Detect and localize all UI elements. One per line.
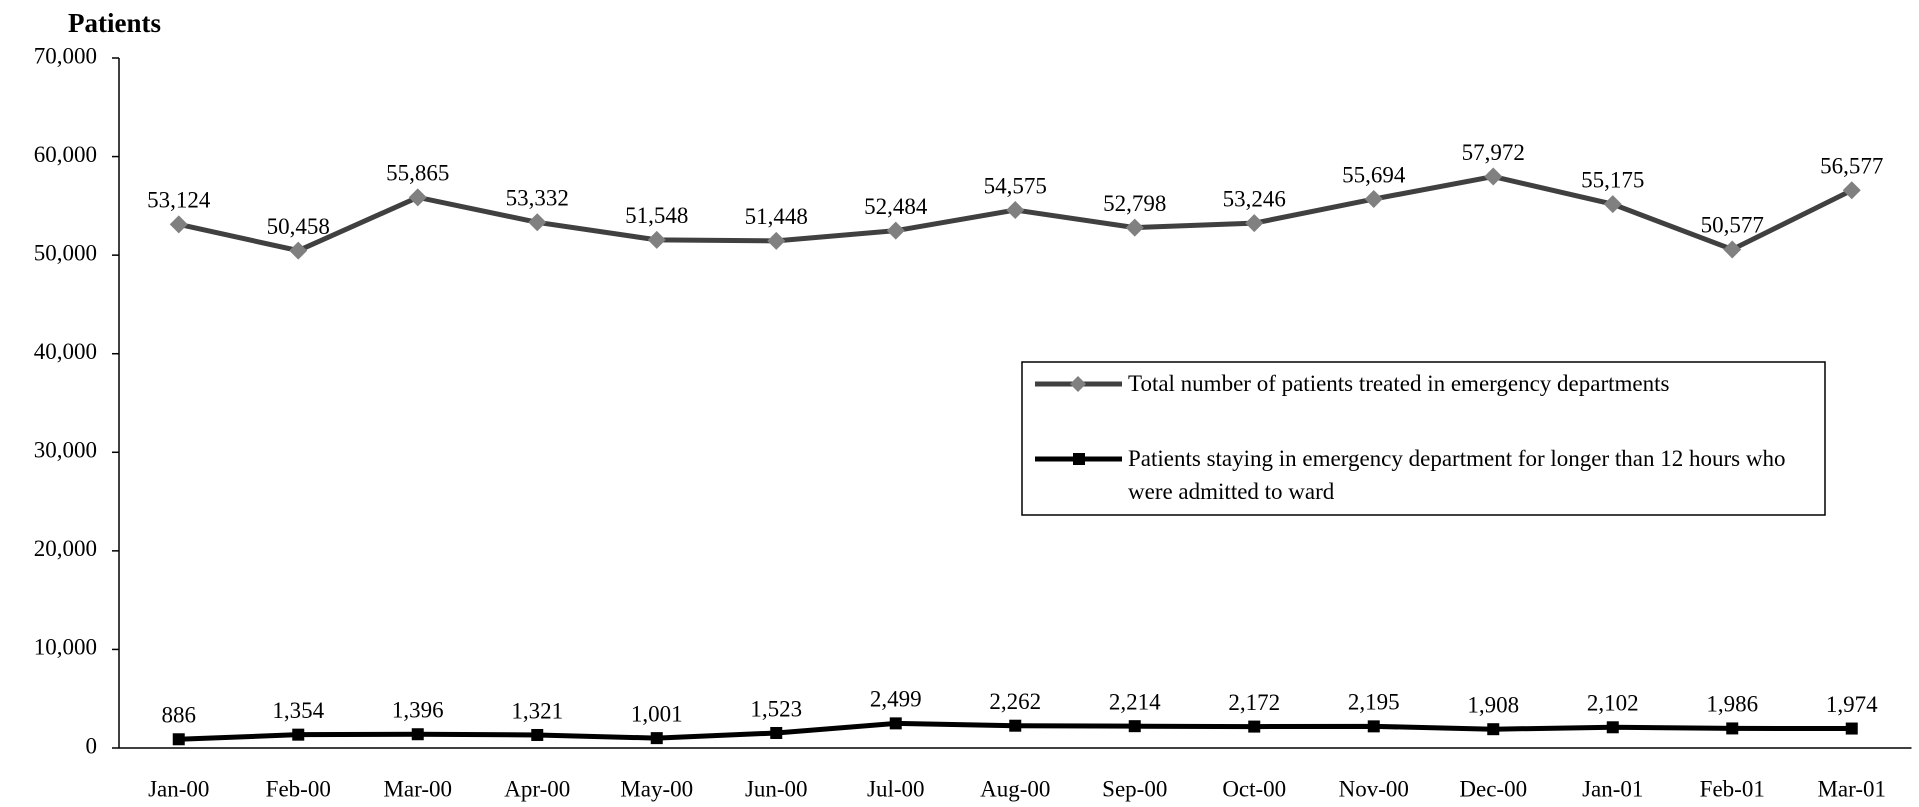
y-tick-label: 20,000: [34, 536, 97, 561]
y-axis-title: Patients: [68, 8, 161, 38]
x-tick-label: Apr-00: [504, 776, 570, 801]
legend-box: [1021, 361, 1826, 516]
legend-marker: [1070, 376, 1086, 392]
marker: [1248, 720, 1261, 733]
data-label: 886: [162, 703, 197, 728]
marker: [1128, 720, 1141, 733]
x-tick-label: Feb-01: [1700, 776, 1765, 801]
marker: [1487, 723, 1500, 736]
data-label: 51,448: [745, 204, 808, 229]
data-label: 55,865: [386, 161, 449, 186]
legend-label: Total number of patients treated in emer…: [1128, 371, 1670, 396]
x-tick-label: Oct-00: [1222, 776, 1286, 801]
data-label: 1,396: [392, 698, 444, 723]
data-label: 1,974: [1826, 692, 1878, 717]
data-label: 2,499: [870, 687, 922, 712]
x-tick-label: Jun-00: [745, 776, 808, 801]
data-label: 1,354: [272, 698, 324, 723]
y-tick-label: 30,000: [34, 438, 97, 463]
marker: [886, 221, 905, 240]
marker: [1364, 190, 1383, 209]
data-label: 54,575: [984, 173, 1047, 198]
x-tick-label: Mar-01: [1817, 776, 1886, 801]
data-label: 51,548: [625, 203, 688, 228]
marker: [647, 230, 666, 249]
data-label: 50,458: [267, 214, 330, 239]
data-label: 52,798: [1103, 191, 1166, 216]
y-tick-label: 60,000: [34, 142, 97, 167]
legend-marker: [1073, 453, 1085, 465]
data-label: 55,175: [1581, 167, 1644, 192]
marker: [1723, 240, 1742, 259]
data-label: 2,195: [1348, 690, 1400, 715]
x-tick-label: Dec-00: [1459, 776, 1527, 801]
data-label: 2,262: [989, 689, 1041, 714]
x-tick-label: Feb-00: [266, 776, 331, 801]
data-label: 52,484: [864, 194, 928, 219]
x-tick-label: Jul-00: [867, 776, 925, 801]
y-tick-label: 10,000: [34, 635, 97, 660]
marker: [1009, 719, 1022, 732]
x-tick-label: Jan-00: [148, 776, 209, 801]
data-label: 53,332: [506, 186, 569, 211]
data-label: 2,214: [1109, 689, 1161, 714]
y-tick-label: 70,000: [34, 43, 97, 68]
marker: [1603, 195, 1622, 214]
marker: [1842, 181, 1861, 200]
data-label: 1,001: [631, 701, 683, 726]
marker: [531, 728, 544, 741]
marker: [408, 188, 427, 207]
data-label: 1,321: [511, 698, 563, 723]
data-label: 53,124: [147, 188, 211, 213]
data-label: 53,246: [1223, 186, 1286, 211]
x-tick-label: May-00: [620, 776, 693, 801]
marker: [1125, 218, 1144, 237]
marker: [1006, 201, 1025, 220]
data-label: 1,908: [1467, 692, 1519, 717]
data-label: 2,172: [1228, 690, 1280, 715]
data-label: 56,577: [1820, 154, 1883, 179]
marker: [1484, 167, 1503, 186]
marker: [767, 231, 786, 250]
series: 886 1,354 1,396 1,321 1,001 1,523 2,499 2,262 2,…: [162, 687, 1878, 746]
marker: [528, 213, 547, 232]
marker: [1245, 214, 1264, 233]
legend-label-box: Patients staying in emergency department…: [1128, 446, 1786, 504]
data-label: 2,102: [1587, 691, 1639, 716]
marker: [1606, 721, 1619, 734]
data-label: 57,972: [1462, 140, 1525, 165]
series: 53,124 50,458 55,865 53,332 51,548 51,448 52,4…: [147, 140, 1883, 260]
data-label: 55,694: [1342, 162, 1406, 187]
marker: [650, 732, 663, 745]
marker: [411, 728, 424, 741]
y-tick-label: 50,000: [34, 240, 97, 265]
x-tick-label: Aug-00: [980, 776, 1050, 801]
data-label: 1,986: [1706, 692, 1758, 717]
x-tick-label: Sep-00: [1102, 776, 1167, 801]
marker: [289, 241, 308, 260]
marker: [1845, 722, 1858, 735]
data-label: 50,577: [1701, 213, 1764, 238]
y-tick-label: 40,000: [34, 339, 97, 364]
marker: [1726, 722, 1739, 735]
x-tick-label: Nov-00: [1339, 776, 1409, 801]
marker: [770, 726, 783, 739]
legend-label-box: Total number of patients treated in emer…: [1128, 371, 1670, 396]
x-tick-label: Jan-01: [1582, 776, 1643, 801]
marker: [1367, 720, 1380, 733]
y-tick-label: 0: [86, 733, 98, 758]
marker: [292, 728, 305, 741]
marker: [889, 717, 902, 730]
legend-label: Patients staying in emergency department…: [1128, 446, 1786, 504]
marker: [172, 733, 185, 746]
marker: [169, 215, 188, 234]
x-tick-label: Mar-00: [383, 776, 452, 801]
data-label: 1,523: [750, 696, 802, 721]
